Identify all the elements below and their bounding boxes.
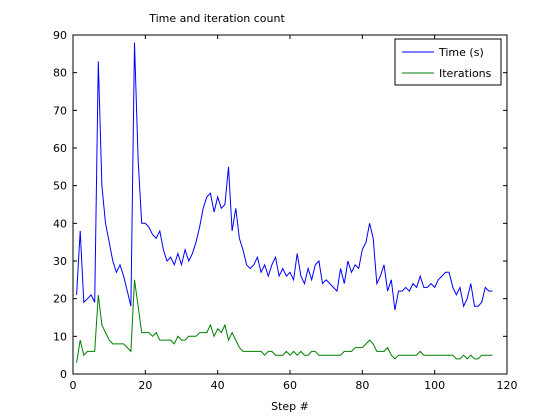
x-tick-label: 120 [497, 379, 518, 392]
x-tick-label: 60 [283, 379, 297, 392]
y-tick-label: 70 [53, 104, 67, 117]
y-tick-label: 80 [53, 67, 67, 80]
x-tick-label: 80 [355, 379, 369, 392]
y-tick-label: 40 [53, 217, 67, 230]
y-tick-label: 90 [53, 29, 67, 42]
legend-label-2: Iterations [439, 67, 492, 80]
x-tick-label: 100 [424, 379, 445, 392]
x-tick-label: 40 [211, 379, 225, 392]
legend-box [394, 38, 502, 86]
y-tick-label: 0 [60, 368, 67, 381]
y-tick-label: 60 [53, 142, 67, 155]
y-axis-ticks: 0 10 20 30 40 50 60 70 80 90 [53, 29, 507, 381]
series-line-1 [76, 42, 493, 311]
chart-title: Time and iteration count [148, 12, 285, 25]
y-tick-label: 50 [53, 180, 67, 193]
y-tick-label: 30 [53, 255, 67, 268]
axes-frame [72, 34, 508, 375]
plot-area [72, 34, 508, 375]
legend: Time (s) Iterations [394, 38, 502, 86]
legend-label-1: Time (s) [438, 46, 484, 59]
series-line-2 [76, 279, 493, 363]
x-tick-label: 0 [70, 379, 77, 392]
x-tick-label: 20 [138, 379, 152, 392]
x-axis-ticks: 0 20 40 60 80 100 120 [70, 35, 518, 392]
y-tick-label: 10 [53, 330, 67, 343]
y-tick-label: 20 [53, 293, 67, 306]
x-axis-label: Step # [271, 400, 309, 413]
